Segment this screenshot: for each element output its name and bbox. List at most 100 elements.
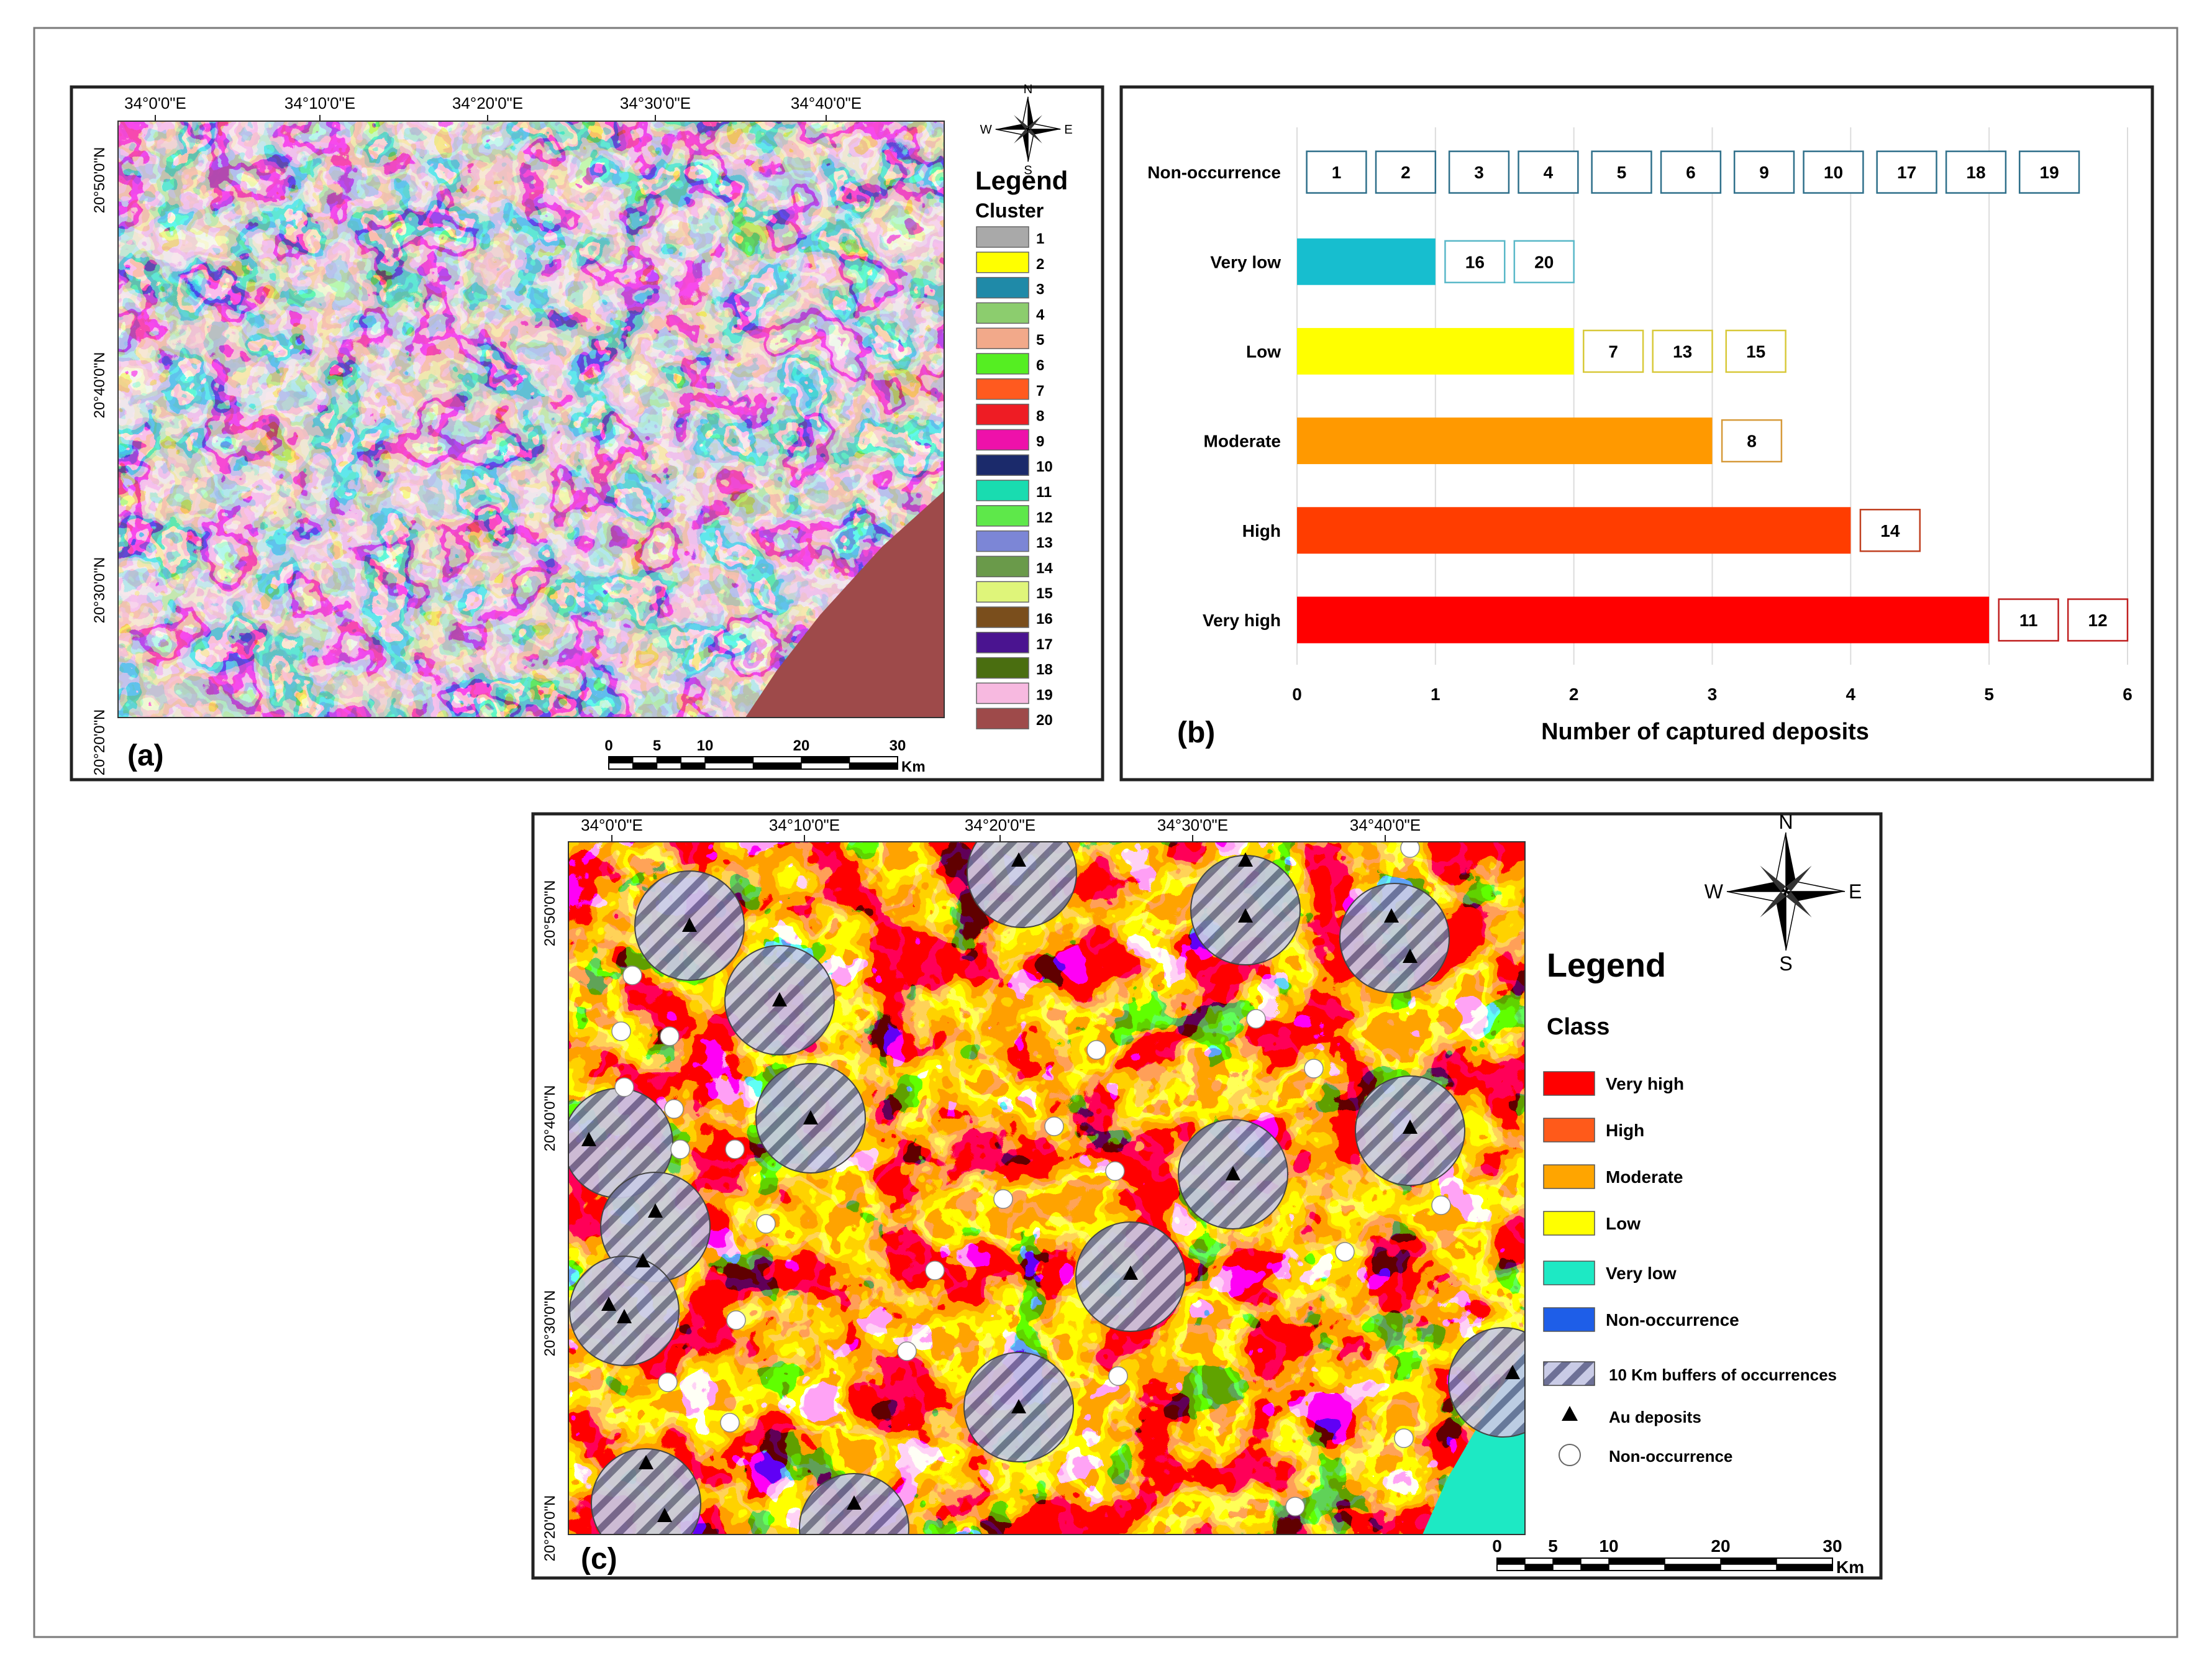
panel-a-legend-subtitle: Cluster [975, 199, 1044, 222]
deposit-id-box: 6 [1660, 150, 1722, 194]
au-deposit-marker [648, 1203, 663, 1218]
cluster-swatch [976, 276, 1029, 299]
scale-segment [609, 757, 633, 763]
deposit-id-label: 3 [1474, 163, 1484, 182]
class-swatch [1543, 1211, 1595, 1236]
au-deposit-marker [635, 1253, 650, 1267]
scale-segment [1665, 1564, 1721, 1571]
au-deposit-marker [772, 992, 787, 1006]
deposit-id-frame [1945, 150, 2007, 194]
cluster-legend-item: 12 [976, 505, 1053, 527]
cluster-swatch [976, 353, 1029, 375]
au-deposit-marker [1238, 852, 1253, 867]
scale-segment [801, 762, 850, 770]
bar [1297, 507, 1851, 554]
cluster-number: 10 [1036, 458, 1053, 475]
cluster-swatch [976, 657, 1029, 679]
scale-segment [1664, 1557, 1721, 1565]
cluster-number: 17 [1036, 636, 1053, 653]
au-deposit-marker [682, 918, 697, 932]
compass-diagonal-point [1028, 129, 1042, 144]
scale-segment [704, 762, 754, 770]
scale-label: 30 [890, 737, 906, 754]
cluster-number: 2 [1036, 256, 1044, 273]
non-occurrence-marker [1431, 1195, 1451, 1215]
deposit-id-label: 2 [1401, 163, 1411, 182]
compass-letter-s: S [1024, 164, 1032, 178]
scale-label: 0 [1492, 1536, 1502, 1556]
cluster-legend-item: 7 [976, 378, 1044, 400]
deposit-id-label: 15 [1746, 342, 1765, 361]
scale-unit: Km [1836, 1557, 1864, 1577]
au-deposit-marker [617, 1309, 632, 1323]
deposit-id-box: 20 [1513, 240, 1575, 283]
cluster-number: 5 [1036, 332, 1044, 349]
cluster-legend-item: 18 [976, 657, 1053, 679]
panel-c: 34°0'0"E 34°10'0"E 34°20'0"E 34°30'0"E 34°40… [531, 811, 1883, 1580]
compass-diagonal-point [1760, 865, 1786, 892]
cluster-legend-item: 3 [976, 276, 1044, 299]
class-legend-item: Non-occurrence [1543, 1307, 1739, 1332]
x-tick-label: 1 [1431, 685, 1441, 704]
scale-segment [1720, 1564, 1777, 1571]
panel-a-north-arrow: N S E W [980, 83, 1073, 178]
scale-segment [705, 757, 753, 763]
cluster-number: 18 [1036, 662, 1053, 678]
scale-segment [849, 756, 898, 764]
class-legend-item: Very low [1543, 1261, 1677, 1285]
au-deposit-marker [1384, 908, 1399, 923]
deposit-id-box: 3 [1448, 150, 1510, 194]
class-name: Low [1606, 1214, 1641, 1233]
deposit-id-frame [1803, 150, 1864, 194]
scale-segment [656, 762, 681, 770]
au-deposit-marker [601, 1297, 616, 1311]
au-deposit-marker [639, 1455, 653, 1469]
deposit-legend-item: Au deposits [1562, 1406, 1701, 1426]
bar [1297, 417, 1713, 465]
au-deposit-marker [803, 1110, 818, 1124]
scale-segment [849, 763, 898, 769]
scale-segment [1524, 1557, 1554, 1565]
cluster-legend-item: 8 [976, 403, 1044, 426]
compass-diagonal-point [1760, 892, 1786, 918]
deposit-id-label: 8 [1747, 432, 1757, 451]
lat-label: 20°50'0"N [91, 147, 108, 214]
non-occurrence-marker [725, 1139, 745, 1159]
cluster-number: 20 [1036, 712, 1053, 729]
cluster-swatch [976, 581, 1029, 603]
cluster-legend-item: 5 [976, 327, 1044, 349]
deposit-id-label: 14 [1880, 521, 1900, 540]
deposit-id-label: 10 [1824, 163, 1843, 182]
cluster-number: 16 [1036, 611, 1053, 627]
cluster-swatch [976, 632, 1029, 654]
deposit-id-label: 16 [1465, 252, 1485, 271]
buffer-zone [1448, 1327, 1525, 1438]
buffer-legend-label: 10 Km buffers of occurrences [1609, 1366, 1837, 1384]
compass-diagonal-point [1028, 115, 1042, 129]
panel-a-scale-bar: 0 5 10 20 30 Km [604, 737, 925, 775]
x-tick-label: 0 [1292, 685, 1302, 704]
compass-letter-s: S [1779, 952, 1792, 975]
class-swatch [1543, 1307, 1595, 1332]
panel-c-latitude-labels: 20°50'0"N 20°40'0"N 20°30'0"N 20°20'0"N [542, 880, 558, 1562]
deposit-id-label: 20 [1534, 252, 1554, 271]
panel-a-legend-title: Legend [975, 166, 1068, 195]
deposit-id-frame [2018, 150, 2080, 194]
lon-label: 34°30'0"E [620, 94, 691, 112]
compass-letter-w: W [980, 123, 993, 137]
compass-letter-e: E [1849, 880, 1862, 903]
scale-segment [1608, 1564, 1665, 1571]
cluster-number: 1 [1036, 230, 1044, 247]
bar-chart-category-labels: Non-occurrence Very low Low Moderate High Ver… [1147, 163, 1281, 630]
non-occurrence-marker [1285, 1497, 1305, 1516]
scale-outline [1496, 1557, 1833, 1571]
bar [1297, 596, 1990, 644]
deposit-id-label: 18 [1966, 163, 1985, 182]
deposit-id-box: 1 [1306, 150, 1367, 194]
cluster-swatch [976, 505, 1029, 527]
cluster-swatch [976, 530, 1029, 552]
scale-segment [1609, 1558, 1665, 1564]
x-tick-label: 4 [1846, 685, 1856, 704]
